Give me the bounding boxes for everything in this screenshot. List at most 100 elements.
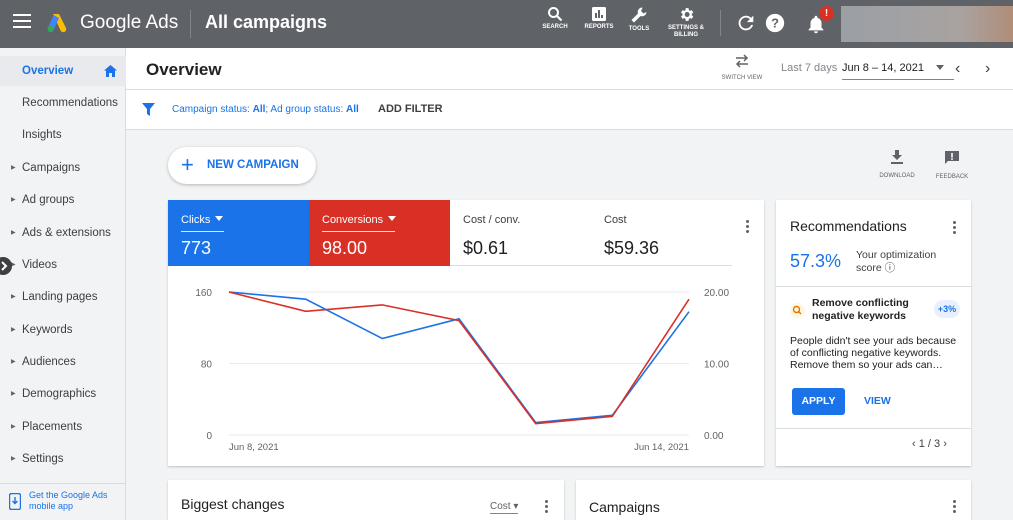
dropdown-arrow-icon[interactable] bbox=[936, 65, 944, 70]
y-left-tick-label: 160 bbox=[195, 288, 212, 299]
download-button[interactable]: DOWNLOAD bbox=[875, 150, 919, 179]
download-icon bbox=[891, 150, 903, 164]
more-options-icon[interactable] bbox=[953, 221, 957, 236]
sidebar-item-landing-pages[interactable]: ▶ Landing pages bbox=[0, 282, 126, 312]
y-right-tick-label: 10.00 bbox=[704, 360, 729, 371]
sidebar-item-label: Keywords bbox=[22, 324, 73, 336]
dropdown-arrow-icon bbox=[388, 216, 397, 221]
caret-right-icon: ▶ bbox=[11, 165, 16, 171]
metric-underline bbox=[322, 231, 395, 232]
svg-text:?: ? bbox=[771, 16, 779, 31]
filter-text: ; Ad group status: bbox=[265, 104, 346, 115]
sidebar-item-placements[interactable]: ▶ Placements bbox=[0, 412, 126, 442]
search-icon bbox=[548, 7, 563, 22]
menu-icon[interactable] bbox=[13, 14, 31, 28]
filter-icon[interactable] bbox=[142, 103, 155, 116]
collapse-sidebar-button[interactable] bbox=[0, 257, 12, 275]
filter-bar: Campaign status: All; Ad group status: A… bbox=[126, 90, 1013, 130]
next-period-icon[interactable]: › bbox=[985, 60, 991, 77]
google-ads-logo bbox=[47, 14, 67, 33]
filter-summary[interactable]: Campaign status: All; Ad group status: A… bbox=[172, 104, 359, 115]
swap-icon bbox=[735, 54, 749, 68]
apply-button[interactable]: APPLY bbox=[792, 388, 845, 415]
card-title: Biggest changes bbox=[181, 496, 285, 512]
tools-label: TOOLS bbox=[628, 26, 650, 32]
dropdown-arrow-icon: ▾ bbox=[513, 501, 519, 512]
add-filter-button[interactable]: ADD FILTER bbox=[378, 103, 443, 115]
sidebar-item-label: Ads & extensions bbox=[22, 227, 111, 239]
date-range-select[interactable]: Jun 8 – 14, 2021 bbox=[842, 62, 924, 74]
settings-billing-tool[interactable]: SETTINGS & BILLING bbox=[666, 6, 706, 39]
metric-cost[interactable]: Cost $59.36 bbox=[591, 200, 732, 266]
feedback-button[interactable]: FEEDBACK bbox=[930, 150, 974, 180]
help-icon[interactable]: ? bbox=[764, 12, 786, 34]
sidebar-item-insights[interactable]: Insights bbox=[0, 120, 126, 150]
metric-label: Cost / conv. bbox=[463, 214, 521, 226]
metric-clicks[interactable]: Clicks 773 bbox=[168, 200, 309, 266]
metric-conversions[interactable]: Conversions 98.00 bbox=[309, 200, 450, 266]
sidebar-item-ad-groups[interactable]: ▶ Ad groups bbox=[0, 185, 126, 215]
divider bbox=[776, 428, 971, 429]
chevron-left-icon[interactable]: ‹ bbox=[912, 438, 916, 450]
biggest-changes-card: Biggest changes Cost ▾ bbox=[168, 480, 564, 520]
refresh-icon[interactable] bbox=[735, 12, 757, 34]
divider bbox=[776, 286, 971, 287]
x-tick-label: Jun 8, 2021 bbox=[229, 442, 279, 453]
metric-underline bbox=[181, 231, 224, 232]
search-icon bbox=[790, 303, 805, 318]
settings-label: SETTINGS & bbox=[667, 25, 704, 31]
account-info[interactable] bbox=[841, 6, 1013, 42]
metric-cost-per-conversion[interactable]: Cost / conv. $0.61 bbox=[450, 200, 591, 266]
sidebar-item-ads-extensions[interactable]: ▶ Ads & extensions bbox=[0, 218, 126, 248]
sidebar-item-label: Settings bbox=[22, 453, 64, 465]
filter-value: All bbox=[252, 104, 266, 115]
previous-period-icon[interactable]: ‹ bbox=[955, 60, 961, 77]
card-title: Recommendations bbox=[790, 218, 907, 234]
switch-view-button[interactable]: SWITCH VIEW bbox=[716, 54, 768, 81]
top-app-bar: Google Ads All campaigns SEARCH REPORTS … bbox=[0, 0, 1013, 48]
mobile-app-text: Get the Google Ads mobile app bbox=[29, 490, 108, 511]
tools-tool[interactable]: TOOLS bbox=[626, 6, 652, 33]
more-options-icon[interactable] bbox=[545, 500, 549, 515]
sidebar-item-demographics[interactable]: ▶ Demographics bbox=[0, 379, 126, 409]
cost-dropdown[interactable]: Cost ▾ bbox=[490, 501, 519, 514]
sidebar-item-videos[interactable]: ▶ Videos bbox=[0, 250, 126, 280]
caret-right-icon: ▶ bbox=[11, 456, 16, 462]
mobile-app-link[interactable]: Get the Google Ads mobile app bbox=[0, 483, 126, 520]
sidebar-item-label: Ad groups bbox=[22, 194, 75, 206]
x-tick-label: Jun 14, 2021 bbox=[634, 442, 689, 453]
sidebar-item-overview[interactable]: Overview bbox=[0, 56, 126, 86]
campaigns-card: Campaigns bbox=[576, 480, 971, 520]
sidebar-item-recommendations[interactable]: Recommendations bbox=[0, 88, 126, 118]
score-uplift-badge: +3% bbox=[934, 300, 960, 318]
date-range-label: Last 7 days bbox=[781, 62, 838, 74]
more-options-icon[interactable] bbox=[746, 220, 750, 235]
sidebar-item-audiences[interactable]: ▶ Audiences bbox=[0, 347, 126, 377]
reports-tool[interactable]: REPORTS bbox=[582, 6, 616, 31]
y-right-tick-label: 20.00 bbox=[704, 288, 729, 299]
sidebar-nav: Overview Recommendations Insights ▶ Campa… bbox=[0, 48, 126, 520]
y-right-tick-label: 0.00 bbox=[704, 431, 724, 442]
caret-right-icon: ▶ bbox=[11, 359, 16, 365]
more-options-icon[interactable] bbox=[953, 500, 957, 515]
optimization-score-label[interactable]: Your optimization score ⓘ bbox=[856, 249, 937, 274]
sidebar-item-campaigns[interactable]: ▶ Campaigns bbox=[0, 153, 126, 183]
chevron-right-icon[interactable]: › bbox=[943, 438, 947, 450]
new-campaign-button[interactable]: + NEW CAMPAIGN bbox=[168, 147, 316, 184]
recommendation-title: Remove conflicting negative keywords bbox=[812, 297, 909, 322]
dropdown-arrow-icon bbox=[215, 216, 224, 221]
sidebar-item-settings[interactable]: ▶ Settings bbox=[0, 444, 126, 474]
metric-value: $0.61 bbox=[463, 238, 509, 258]
caret-right-icon: ▶ bbox=[11, 262, 16, 268]
view-button[interactable]: VIEW bbox=[864, 395, 891, 407]
metric-label: Conversions bbox=[322, 214, 397, 226]
card-title: Campaigns bbox=[589, 499, 660, 515]
metric-value: 773 bbox=[181, 238, 212, 258]
sidebar-item-label: Campaigns bbox=[22, 162, 81, 174]
search-tool[interactable]: SEARCH bbox=[540, 6, 570, 31]
bell-icon[interactable] bbox=[805, 13, 827, 35]
date-underline bbox=[842, 79, 954, 80]
caret-right-icon: ▶ bbox=[11, 391, 16, 397]
sidebar-item-keywords[interactable]: ▶ Keywords bbox=[0, 315, 126, 345]
caret-right-icon: ▶ bbox=[11, 294, 16, 300]
